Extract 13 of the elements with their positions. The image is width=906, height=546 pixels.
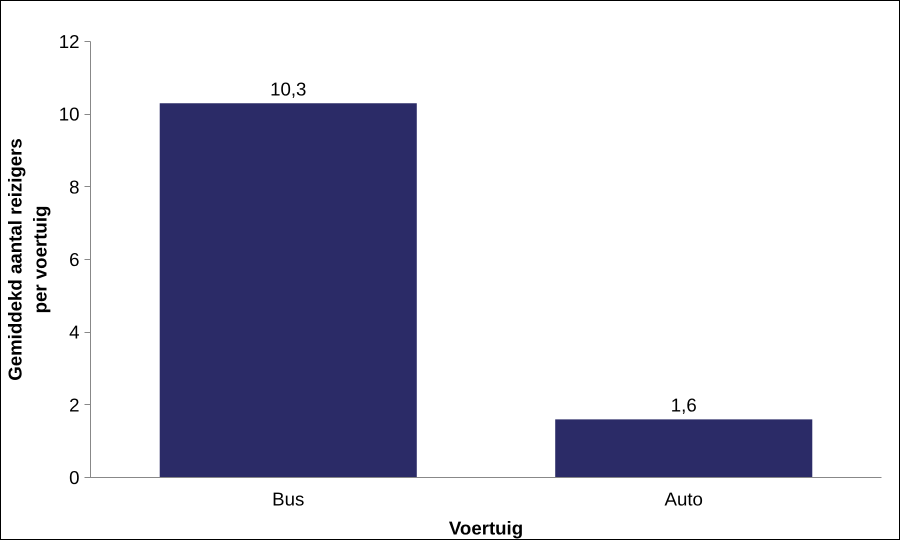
- y-tick-label: 12: [58, 31, 80, 52]
- y-tick-label: 2: [69, 394, 80, 416]
- data-label: 10,3: [270, 78, 306, 100]
- x-axis-title: Voertuig: [448, 518, 524, 538]
- x-tick-label: Bus: [272, 488, 304, 510]
- y-tick-label: 6: [69, 249, 80, 270]
- y-tick-label: 8: [69, 176, 80, 198]
- y-tick-label: 0: [69, 467, 80, 488]
- data-label: 1,6: [670, 394, 697, 416]
- x-tick-label: Auto: [664, 488, 703, 510]
- y-axis-title: Gemiddekd aantal reizigers per voertuig: [4, 138, 51, 381]
- y-tick-label: 4: [69, 322, 80, 343]
- y-tick-label: 10: [58, 104, 80, 125]
